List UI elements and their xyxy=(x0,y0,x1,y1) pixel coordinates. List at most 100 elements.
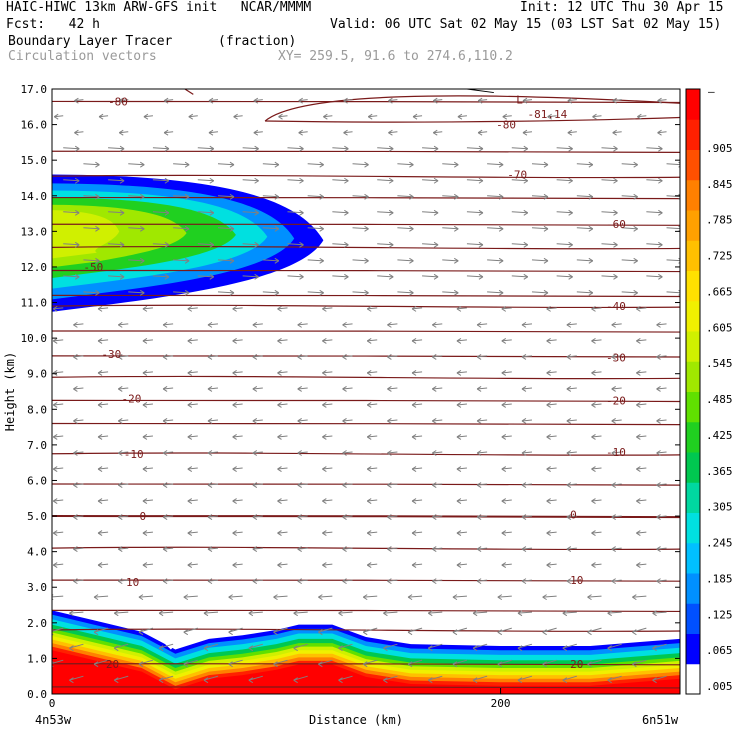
vector-arrow xyxy=(248,611,263,614)
vector-arrowhead xyxy=(187,402,193,408)
vector-arrowhead xyxy=(498,161,504,168)
vector-arrow xyxy=(228,659,243,665)
vector-arrow xyxy=(197,243,214,246)
vector-arrowhead xyxy=(546,434,551,440)
vector-arrow xyxy=(422,147,439,150)
vector-arrowhead xyxy=(588,289,594,296)
vector-arrowhead xyxy=(636,434,641,440)
vector-arrow xyxy=(98,403,109,406)
vector-arrowhead xyxy=(95,161,100,168)
vector-arrow xyxy=(487,163,504,166)
vector-arrowhead xyxy=(612,97,617,104)
vector-arrow xyxy=(252,323,263,326)
vector-arrow xyxy=(138,627,154,633)
vector-arrow xyxy=(456,339,467,342)
vector-arrowhead xyxy=(431,386,437,392)
vector-arrow xyxy=(497,659,512,665)
vector-arrowhead xyxy=(252,450,258,456)
vector-arrowhead xyxy=(273,661,278,668)
vector-arrowhead xyxy=(248,610,254,617)
vector-arrowhead xyxy=(387,578,392,585)
vector-arrowhead xyxy=(207,546,213,553)
vector-arrowhead xyxy=(568,209,573,216)
vector-arrow xyxy=(501,435,512,438)
vector-arrow xyxy=(646,243,663,246)
vector-arrowhead xyxy=(613,241,618,248)
vector-arrowhead xyxy=(297,321,302,328)
vector-arrowhead xyxy=(252,482,258,488)
vector-arrowhead xyxy=(656,514,661,520)
vector-arrowhead xyxy=(142,498,148,504)
vector-arrowhead xyxy=(411,402,417,408)
vector-arrowhead xyxy=(248,645,254,652)
vector-arrow xyxy=(163,579,174,582)
y-tick-label: 7.0 xyxy=(27,439,47,452)
vector-arrow xyxy=(142,371,153,374)
vector-arrow xyxy=(297,515,308,518)
colorbar-cell xyxy=(686,300,700,332)
vector-arrowhead xyxy=(139,225,145,232)
vector-arrowhead xyxy=(322,530,327,536)
vector-arrowhead xyxy=(117,450,123,456)
vector-arrow xyxy=(556,243,573,246)
vector-arrow xyxy=(611,419,622,422)
contour-line xyxy=(52,354,680,358)
vector-arrow xyxy=(187,499,198,502)
vector-arrowhead xyxy=(252,514,258,520)
vector-arrowhead xyxy=(73,321,78,328)
vector-arrowhead xyxy=(411,466,417,472)
vector-arrow xyxy=(433,99,443,102)
vector-arrow xyxy=(118,579,129,582)
vector-arrowhead xyxy=(142,305,148,312)
vector-arrow xyxy=(656,515,667,518)
vector-arrowhead xyxy=(591,434,596,440)
vector-arrow xyxy=(74,99,84,102)
vector-arrowhead xyxy=(118,129,124,136)
vector-arrow xyxy=(387,323,398,326)
vector-arrowhead xyxy=(427,610,433,617)
vector-arrowhead xyxy=(546,337,551,344)
vector-arrowhead xyxy=(164,177,170,184)
vector-arrow xyxy=(187,307,198,310)
vector-arrow xyxy=(412,499,423,502)
vector-arrow xyxy=(657,99,667,102)
vector-arrowhead xyxy=(387,450,392,456)
vector-arrowhead xyxy=(657,129,662,136)
vector-arrowhead xyxy=(607,677,612,684)
vector-arrowhead xyxy=(652,645,657,652)
vector-arrow xyxy=(352,163,369,166)
vector-arrowhead xyxy=(254,241,259,248)
vector-arrowhead xyxy=(138,629,144,636)
vector-arrow xyxy=(521,483,533,486)
vector-arrowhead xyxy=(209,209,215,216)
vector-arrowhead xyxy=(566,578,572,585)
vector-arrow xyxy=(52,627,64,632)
vector-arrowhead xyxy=(568,273,573,280)
vector-arrowhead xyxy=(119,177,125,184)
vector-arrow xyxy=(566,483,577,486)
vector-arrowhead xyxy=(298,97,303,104)
vector-arrowhead xyxy=(543,289,549,296)
vector-arrow xyxy=(477,419,488,422)
vector-arrowhead xyxy=(293,677,298,684)
vector-arrow xyxy=(501,563,512,566)
vector-arrow xyxy=(621,259,638,262)
vector-arrow xyxy=(377,179,394,182)
vector-arrow xyxy=(388,99,398,102)
vector-arrowhead xyxy=(636,305,641,312)
vector-arrow xyxy=(74,131,84,134)
vector-arrow xyxy=(352,195,369,198)
vector-arrowhead xyxy=(433,177,439,184)
vector-arrow xyxy=(342,323,353,326)
vector-arrow xyxy=(307,259,324,262)
vector-arrow xyxy=(556,179,573,182)
vector-arrow xyxy=(208,99,219,102)
vector-arrowhead xyxy=(388,129,393,136)
vector-arrow xyxy=(432,323,443,326)
vector-arrow xyxy=(118,451,129,454)
vector-arrow xyxy=(207,323,219,326)
vector-arrowhead xyxy=(162,386,168,392)
vector-arrowhead xyxy=(97,530,103,536)
vector-arrowhead xyxy=(387,482,392,488)
vector-arrowhead xyxy=(338,677,343,684)
